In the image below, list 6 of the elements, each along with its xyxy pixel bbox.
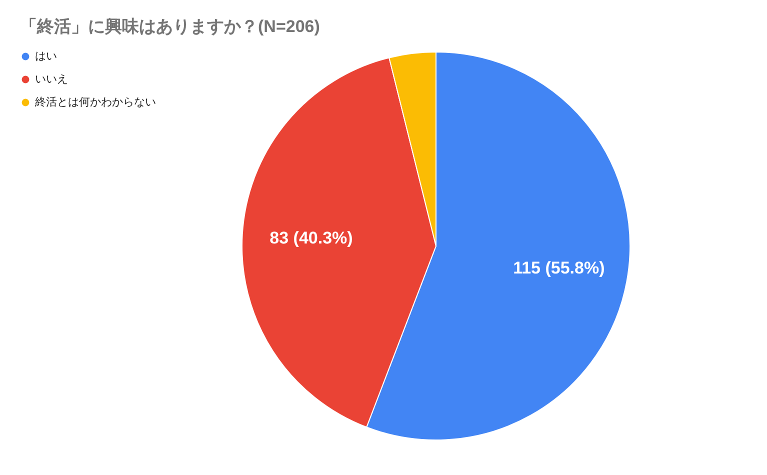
chart-title: 「終活」に興味はありますか？(N=206): [20, 17, 320, 36]
legend-label: いいえ: [35, 74, 68, 86]
legend-label: はい: [35, 50, 57, 62]
data-label: 83 (40.3%): [270, 228, 353, 248]
data-label: 115 (55.8%): [513, 258, 605, 278]
legend-label: 終活とは何かわからない: [34, 96, 156, 108]
